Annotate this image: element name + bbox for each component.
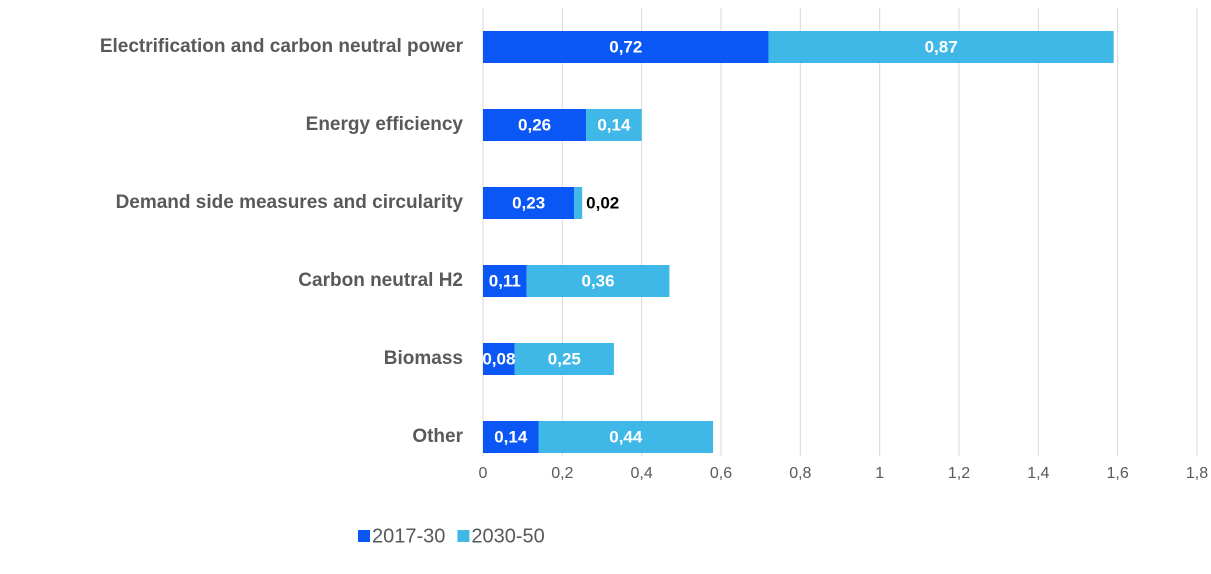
bar-segment — [483, 187, 575, 219]
data-label: 0,14 — [597, 115, 631, 134]
data-label: 0,02 — [586, 193, 619, 212]
data-label: 0,11 — [489, 271, 521, 290]
bar-segment — [483, 343, 515, 375]
legend-swatch — [457, 530, 470, 542]
x-tick-label: 1,8 — [1186, 465, 1208, 482]
bar-segment — [483, 421, 539, 453]
data-label: 0,14 — [494, 427, 528, 446]
data-label: 0,44 — [609, 427, 643, 446]
data-label: 0,08 — [482, 349, 515, 368]
y-tick-label: Biomass — [384, 348, 463, 369]
data-label: 0,36 — [581, 271, 614, 290]
data-label: 0,72 — [609, 37, 642, 56]
y-tick-label: Carbon neutral H2 — [298, 270, 463, 291]
x-tick-label: 0 — [479, 465, 488, 482]
x-tick-label: 1,2 — [948, 465, 970, 482]
data-label: 0,87 — [925, 37, 958, 56]
y-tick-label: Energy efficiency — [306, 114, 464, 135]
y-tick-label: Electrification and carbon neutral power — [100, 36, 464, 57]
bar-segment — [483, 31, 769, 63]
data-label: 0,23 — [512, 193, 545, 212]
x-tick-label: 0,4 — [631, 465, 653, 482]
x-tick-label: 0,2 — [551, 465, 573, 482]
bar-segment — [538, 421, 714, 453]
y-tick-label: Demand side measures and circularity — [116, 192, 464, 213]
x-tick-label: 1,4 — [1027, 465, 1049, 482]
bar-segment — [586, 109, 642, 141]
bar-segment — [483, 109, 587, 141]
bar-segment — [526, 265, 670, 297]
bar-segment — [514, 343, 614, 375]
y-tick-label: Other — [412, 426, 463, 447]
bar-segment — [483, 265, 527, 297]
data-label: 0,26 — [518, 115, 551, 134]
x-tick-label: 0,6 — [710, 465, 732, 482]
x-tick-label: 1,6 — [1107, 465, 1129, 482]
bar-segment — [768, 31, 1114, 63]
legend-swatch — [358, 530, 370, 542]
bar-segment — [574, 187, 583, 219]
legend-label: 2017-30 — [372, 525, 445, 547]
data-label: 0,25 — [548, 349, 581, 368]
legend-label: 2030-50 — [471, 525, 544, 547]
x-tick-label: 0,8 — [789, 465, 811, 482]
x-tick-label: 1 — [875, 465, 884, 482]
